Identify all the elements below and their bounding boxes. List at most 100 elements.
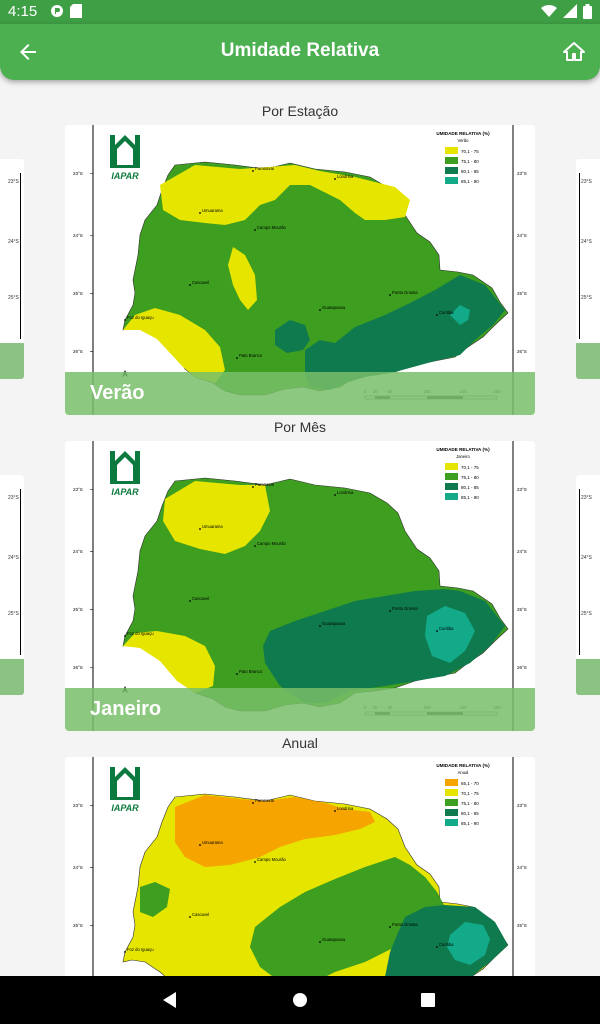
iapar-logo-text: IAPAR xyxy=(111,487,139,497)
map-legend: UMIDADE RELATIVA (%) Janeiro 70,1 - 75 75,1… xyxy=(436,447,490,500)
section-label: Por Estação xyxy=(261,103,339,119)
legend-item-label: 85,1 - 90 xyxy=(461,179,479,184)
latitude-label: 25°S xyxy=(73,607,83,612)
iapar-logo: IAPAR xyxy=(110,135,140,181)
latitude-label: 24°S xyxy=(73,233,83,238)
legend-item-label: 70,1 - 75 xyxy=(461,149,479,154)
city-label: Londrina xyxy=(337,174,354,179)
latitude-label: 25°S xyxy=(517,923,527,928)
city-label: Foz do Iguaçu xyxy=(127,947,154,952)
city-label: Londrina xyxy=(337,806,354,811)
legend-title: UMIDADE RELATIVA (%) xyxy=(436,131,490,136)
city-label: Ponta Grossa xyxy=(392,922,418,927)
city-label: Umuarama xyxy=(202,840,223,845)
iapar-logo: IAPAR xyxy=(110,767,140,813)
city-label: Pato Branco xyxy=(239,669,263,674)
city-label: Guarapuava xyxy=(322,305,346,310)
latitude-label: 24°S xyxy=(8,239,19,245)
humidity-zone xyxy=(175,795,375,867)
latitude-label: 26°S xyxy=(517,665,527,670)
humidity-zone xyxy=(450,305,470,325)
latitude-label: 24°S xyxy=(73,549,83,554)
status-time: 4:15 xyxy=(8,3,38,20)
city-label: Cascavel xyxy=(192,596,209,601)
system-nav-bar xyxy=(0,976,600,1024)
city-label: Curitiba xyxy=(439,310,454,315)
legend-swatch xyxy=(445,779,458,786)
previous-card-peek[interactable]: 23°S 24°S 25°S xyxy=(0,475,24,695)
latitude-label: 23°S xyxy=(517,171,527,176)
carousel-anual[interactable]: IAPAR23°S23°S24°S24°S25°S25°S26°S26°SPar… xyxy=(0,757,600,976)
map-caption: Janeiro xyxy=(90,698,162,720)
latitude-label: 23°S xyxy=(8,495,19,501)
legend-item-label: 85,1 - 90 xyxy=(461,821,479,826)
nav-recents-icon[interactable] xyxy=(416,988,440,1012)
city-label: Paranavaí xyxy=(255,166,275,171)
carousel-por-mes[interactable]: 23°S 24°S 25°S IAPAR 23°S 23°S 24°S 24°S 25°S 25… xyxy=(0,441,600,731)
latitude-label: 25°S xyxy=(73,923,83,928)
carousel-por-estacao[interactable]: 23°S 24°S 25°S IAPAR 23°S 23°S 24°S 24°S 25°S 25… xyxy=(0,125,600,415)
legend-item-label: 75,1 - 80 xyxy=(461,159,479,164)
legend-item-label: 70,1 - 75 xyxy=(461,465,479,470)
battery-icon xyxy=(583,4,592,19)
map-caption-bar: Verão xyxy=(65,372,535,415)
city-label: Ponta Grossa xyxy=(392,606,418,611)
legend-subtitle: Anual xyxy=(458,770,469,775)
home-icon[interactable] xyxy=(562,40,586,64)
city-label: Paranavaí xyxy=(255,798,275,803)
latitude-label: 25°S xyxy=(581,295,592,301)
humidity-zone xyxy=(140,882,170,917)
arrow-back-icon[interactable] xyxy=(16,40,40,64)
legend-item-label: 75,1 - 80 xyxy=(461,475,479,480)
city-label: Londrina xyxy=(337,490,354,495)
previous-card-peek[interactable]: 23°S 24°S 25°S xyxy=(0,159,24,379)
map-card[interactable]: IAPAR23°S23°S24°S24°S25°S25°S26°S26°SPar… xyxy=(65,757,535,976)
latitude-label: 26°S xyxy=(73,349,83,354)
city-label: Foz do Iguaçu xyxy=(127,631,154,636)
latitude-label: 24°S xyxy=(581,239,592,245)
latitude-label: 23°S xyxy=(517,487,527,492)
humidity-zone xyxy=(123,308,225,383)
latitude-label: 24°S xyxy=(517,233,527,238)
latitude-label: 25°S xyxy=(8,611,19,617)
legend-title: UMIDADE RELATIVA (%) xyxy=(436,763,490,768)
legend-subtitle: Verão xyxy=(458,138,470,143)
city-label: Cascavel xyxy=(192,912,209,917)
city-label: Campo Mourão xyxy=(257,857,287,862)
latitude-label: 25°S xyxy=(581,611,592,617)
nav-home-icon[interactable] xyxy=(288,988,312,1012)
map-legend: UMIDADE RELATIVA (%) Verão 70,1 - 75 75,1 -… xyxy=(436,131,490,184)
latitude-label: 25°S xyxy=(8,295,19,301)
signal-icon xyxy=(563,4,577,18)
legend-swatch xyxy=(445,819,458,826)
legend-swatch xyxy=(445,147,458,154)
section-label: Por Mês xyxy=(273,419,327,435)
next-card-peek[interactable]: 23°S 24°S 25°S xyxy=(576,159,600,379)
city-label: Campo Mourão xyxy=(257,541,287,546)
latitude-label: 26°S xyxy=(517,349,527,354)
humidity-zone xyxy=(447,922,490,965)
next-card-peek[interactable]: 23°S 24°S 25°S xyxy=(576,475,600,695)
legend-swatch xyxy=(445,463,458,470)
city-label: Curitiba xyxy=(439,626,454,631)
legend-item-label: 80,1 - 85 xyxy=(461,169,479,174)
latitude-label: 23°S xyxy=(73,803,83,808)
latitude-label: 23°S xyxy=(581,495,592,501)
city-label: Campo Mourão xyxy=(257,225,287,230)
humidity-map: IAPAR 23°S 23°S 24°S 24°S 25°S 25°S 26°S 26°S Par… xyxy=(65,441,535,731)
section-label: Anual xyxy=(282,735,318,751)
humidity-map: IAPAR 23°S 23°S 24°S 24°S 25°S 25°S 26°S 26°S Par… xyxy=(65,125,535,415)
legend-item-label: 80,1 - 85 xyxy=(461,485,479,490)
city-label: Cascavel xyxy=(192,280,209,285)
legend-swatch xyxy=(445,789,458,796)
city-label: Paranavaí xyxy=(255,482,275,487)
latitude-label: 24°S xyxy=(517,549,527,554)
city-label: Guarapuava xyxy=(322,937,346,942)
nav-back-icon[interactable] xyxy=(158,988,182,1012)
legend-swatch xyxy=(445,157,458,164)
humidity-zone xyxy=(425,606,475,663)
latitude-label: 23°S xyxy=(73,171,83,176)
app-bar: Umidade Relativa xyxy=(0,24,600,80)
